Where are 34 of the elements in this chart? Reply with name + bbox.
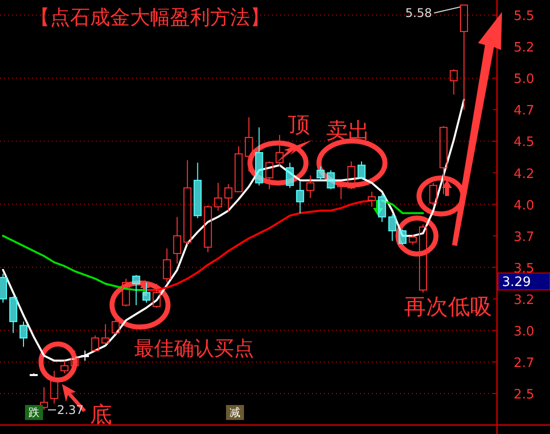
- candlestick: [276, 134, 284, 167]
- y-tick-label: 5.2: [514, 40, 534, 56]
- candlestick: [19, 321, 28, 348]
- annotation: 2.37: [56, 402, 84, 417]
- candlestick: [368, 191, 376, 208]
- y-tick-label: 5.0: [514, 72, 534, 88]
- y-tick-label: 5.5: [514, 9, 534, 24]
- chart-title: 【点石成金大幅盈利方法】: [30, 6, 270, 29]
- candlestick: [50, 370, 58, 404]
- annotation: 5.58: [405, 6, 432, 20]
- text: 3.29: [502, 275, 531, 290]
- y-tick-label: 2.7: [514, 356, 534, 371]
- annotation: 减: [230, 406, 240, 419]
- candlestick: [306, 174, 314, 198]
- annotation: 跌: [28, 407, 40, 419]
- candlestick: [162, 248, 171, 283]
- y-tick-label: 3.5: [514, 261, 534, 276]
- y-tick-label: 4.5: [514, 135, 534, 150]
- y-tick-label: 4.0: [514, 198, 534, 214]
- y-tick-label: 3.0: [514, 324, 534, 340]
- y-tick-label: 4.7: [514, 104, 534, 119]
- annotation: 顶: [288, 112, 310, 137]
- candlestick: [224, 184, 232, 212]
- y-tick-label: 2.5: [514, 387, 534, 402]
- candlestick: [173, 216, 182, 264]
- candlestick: [244, 116, 253, 172]
- y-tick-label: 3.7: [514, 230, 534, 245]
- annotation: 再次低吸: [404, 294, 492, 319]
- annotation: 底: [90, 402, 112, 427]
- y-tick-label: 4.2: [514, 166, 534, 182]
- annotation: 卖出: [326, 118, 370, 143]
- candlestick: [296, 181, 304, 214]
- annotation: 最佳确认买点: [134, 338, 254, 360]
- y-tick-label: 3.2: [514, 292, 534, 308]
